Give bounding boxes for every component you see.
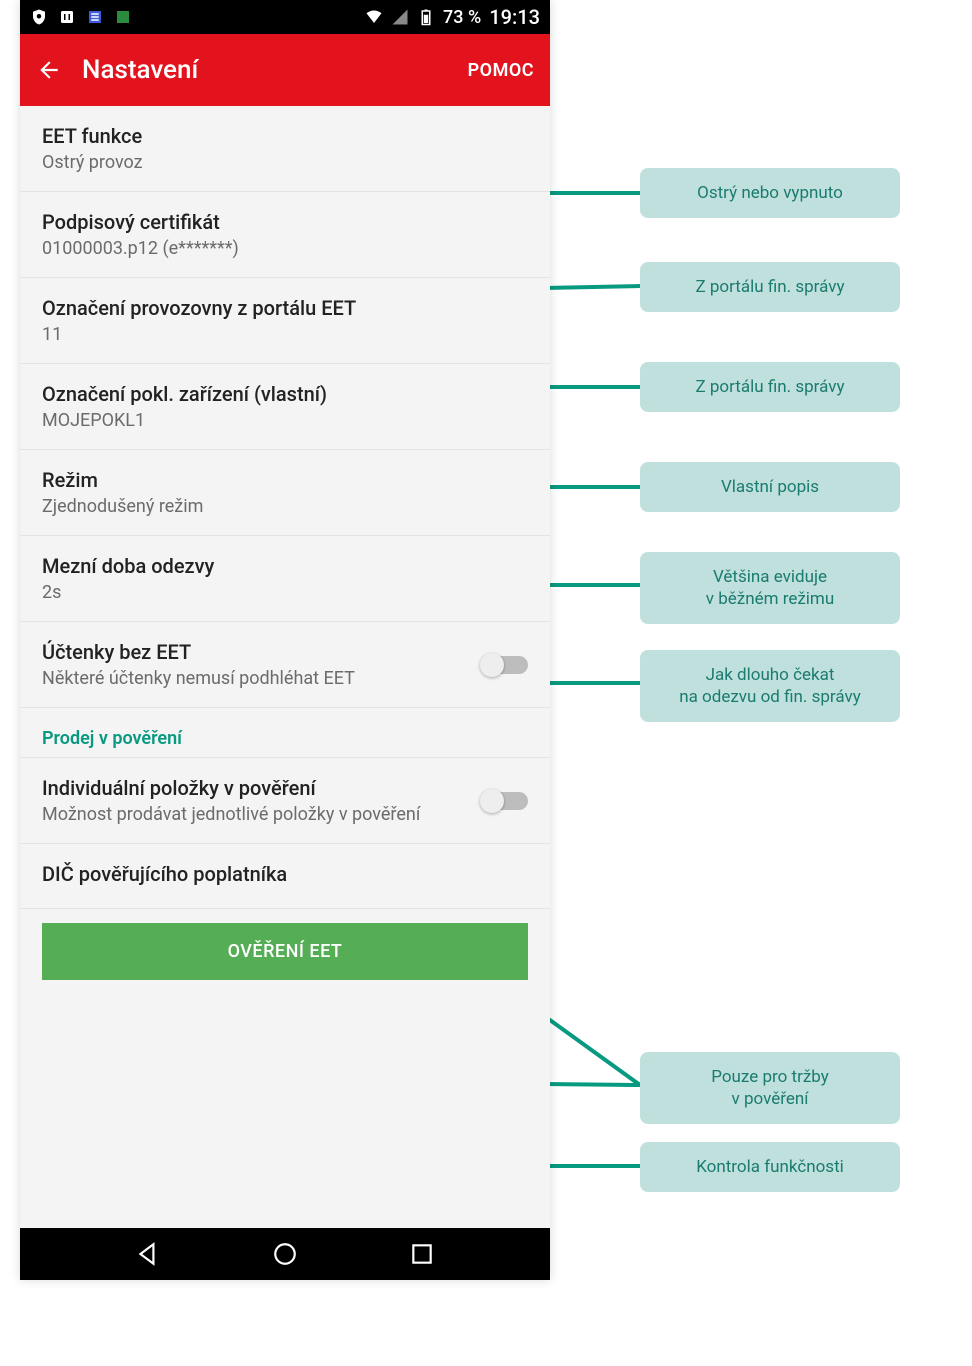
setting-title: Režim: [42, 468, 528, 492]
setting-uctenky-bez-eet[interactable]: Účtenky bez EET Některé účtenky nemusí p…: [20, 622, 550, 708]
setting-value: 2s: [42, 582, 528, 603]
callout-text: Z portálu fin. správy: [695, 377, 844, 397]
callout: Jak dlouho čekat na odezvu od fin. správ…: [640, 650, 900, 722]
back-arrow-icon[interactable]: [36, 57, 62, 83]
setting-eet-funkce[interactable]: EET funkce Ostrý provoz: [20, 106, 550, 192]
settings-list: EET funkce Ostrý provoz Podpisový certif…: [20, 106, 550, 980]
setting-pokladna[interactable]: Označení pokl. zařízení (vlastní) MOJEPO…: [20, 364, 550, 450]
network-icon: [58, 8, 76, 26]
setting-value: Ostrý provoz: [42, 152, 528, 173]
phone-frame: 73 % 19:13 Nastavení POMOC EET funkce Os…: [20, 0, 550, 1280]
callout-text: Vlastní popis: [721, 477, 819, 497]
callout-text: Pouze pro tržby v pověření: [711, 1067, 829, 1109]
clock: 19:13: [489, 5, 540, 29]
setting-odezva[interactable]: Mezní doba odezvy 2s: [20, 536, 550, 622]
setting-value: Některé účtenky nemusí podhléhat EET: [42, 668, 470, 689]
toggle-switch[interactable]: [482, 656, 528, 674]
wifi-icon: [365, 8, 383, 26]
callout-text: Kontrola funkčnosti: [696, 1157, 844, 1177]
setting-value: MOJEPOKL1: [42, 410, 528, 431]
callout: Vlastní popis: [640, 462, 900, 512]
callout-text: Jak dlouho čekat na odezvu od fin. správ…: [679, 665, 861, 707]
verify-eet-button[interactable]: OVĚŘENÍ EET: [42, 923, 528, 980]
nav-recent-icon[interactable]: [409, 1241, 435, 1267]
setting-title: Individuální položky v pověření: [42, 776, 470, 800]
callout-text: Z portálu fin. správy: [695, 277, 844, 297]
setting-title: Mezní doba odezvy: [42, 554, 528, 578]
nav-back-icon[interactable]: [135, 1241, 161, 1267]
setting-individualni-polozky[interactable]: Individuální položky v pověření Možnost …: [20, 757, 550, 844]
setting-title: DIČ pověřujícího poplatníka: [42, 862, 528, 886]
callout: Pouze pro tržby v pověření: [640, 1052, 900, 1124]
setting-title: Označení pokl. zařízení (vlastní): [42, 382, 528, 406]
callout: Ostrý nebo vypnuto: [640, 168, 900, 218]
app-icon: [114, 8, 132, 26]
android-nav-bar: [20, 1228, 550, 1280]
callout-text: Ostrý nebo vypnuto: [697, 183, 843, 203]
setting-title: Účtenky bez EET: [42, 640, 470, 664]
toggle-switch[interactable]: [482, 792, 528, 810]
setting-title: EET funkce: [42, 124, 528, 148]
setting-value: 01000003.p12 (e*******): [42, 238, 528, 259]
app-bar: Nastavení POMOC: [20, 34, 550, 106]
callout: Kontrola funkčnosti: [640, 1142, 900, 1192]
setting-value: Možnost prodávat jednotlivé položky v po…: [42, 804, 470, 825]
status-bar: 73 % 19:13: [20, 0, 550, 34]
callout: Z portálu fin. správy: [640, 362, 900, 412]
page-title: Nastavení: [82, 55, 448, 85]
battery-icon: [417, 8, 435, 26]
setting-title: Označení provozovny z portálu EET: [42, 296, 528, 320]
setting-value: Zjednodušený režim: [42, 496, 528, 517]
setting-provozovna[interactable]: Označení provozovny z portálu EET 11: [20, 278, 550, 364]
help-button[interactable]: POMOC: [468, 60, 534, 81]
signal-icon: [391, 8, 409, 26]
list-icon: [86, 8, 104, 26]
nav-home-icon[interactable]: [272, 1241, 298, 1267]
callout: Většina eviduje v běžném režimu: [640, 552, 900, 624]
setting-value: 11: [42, 324, 528, 345]
setting-rezim[interactable]: Režim Zjednodušený režim: [20, 450, 550, 536]
setting-title: Podpisový certifikát: [42, 210, 528, 234]
callout: Z portálu fin. správy: [640, 262, 900, 312]
setting-dic-poverujici[interactable]: DIČ pověřujícího poplatníka: [20, 844, 550, 909]
setting-certifikat[interactable]: Podpisový certifikát 01000003.p12 (e****…: [20, 192, 550, 278]
shield-icon: [30, 8, 48, 26]
section-header: Prodej v pověření: [20, 708, 550, 757]
battery-percent: 73 %: [443, 7, 481, 28]
callout-text: Většina eviduje v běžném režimu: [706, 567, 834, 609]
diagram-canvas: 73 % 19:13 Nastavení POMOC EET funkce Os…: [0, 0, 972, 1366]
